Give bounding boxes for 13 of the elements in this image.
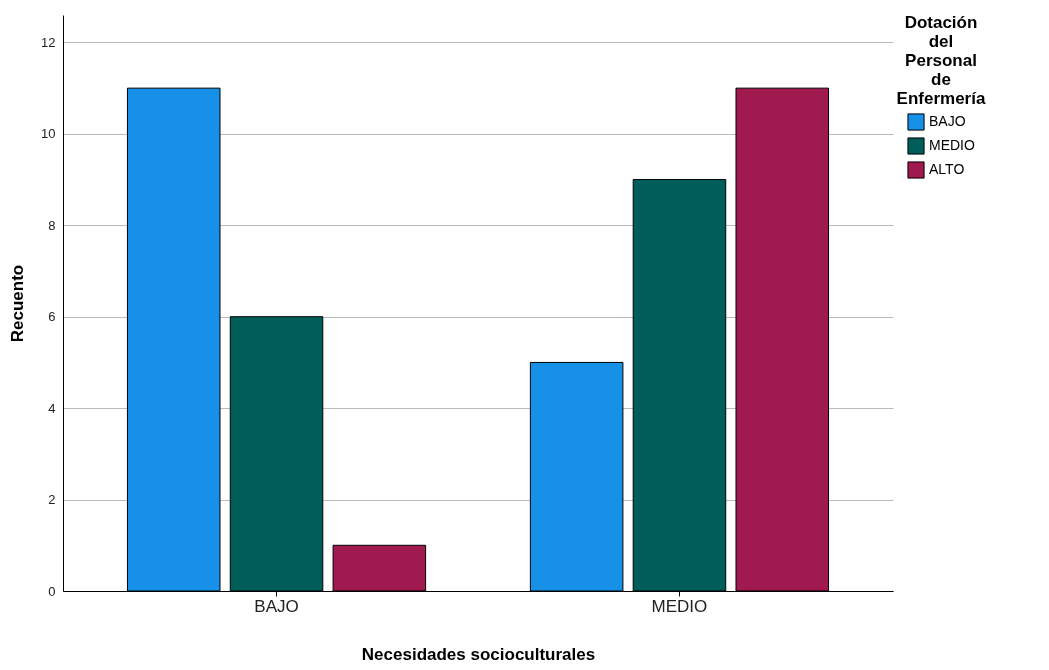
y-tick-label: 0 (48, 583, 56, 599)
legend-label: BAJO (929, 113, 966, 129)
y-tick-label: 6 (48, 309, 56, 325)
y-tick-label: 12 (41, 34, 56, 50)
y-tick-label: 4 (48, 400, 56, 416)
legend-title: Dotación del Personal de Enfermería (896, 13, 986, 108)
x-axis-title: Necesidades socioculturales (361, 644, 596, 664)
legend-label: ALTO (929, 161, 965, 177)
y-tick-label: 10 (41, 126, 56, 142)
legend-label: MEDIO (929, 137, 975, 153)
y-tick-label: 2 (48, 492, 56, 508)
y-tick-label: 8 (48, 217, 56, 233)
y-axis-title: Recuento (8, 264, 28, 343)
